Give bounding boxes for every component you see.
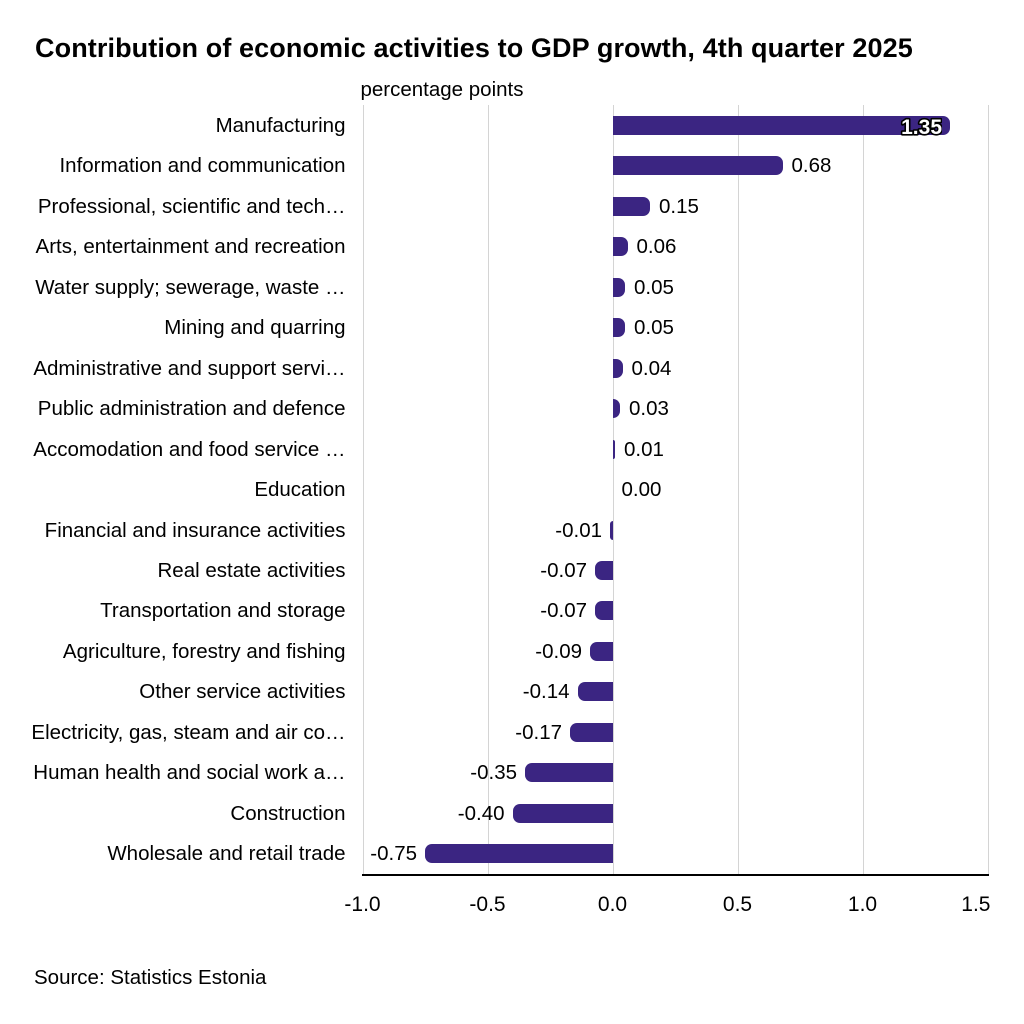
svg-text:1.35: 1.35: [901, 116, 942, 139]
